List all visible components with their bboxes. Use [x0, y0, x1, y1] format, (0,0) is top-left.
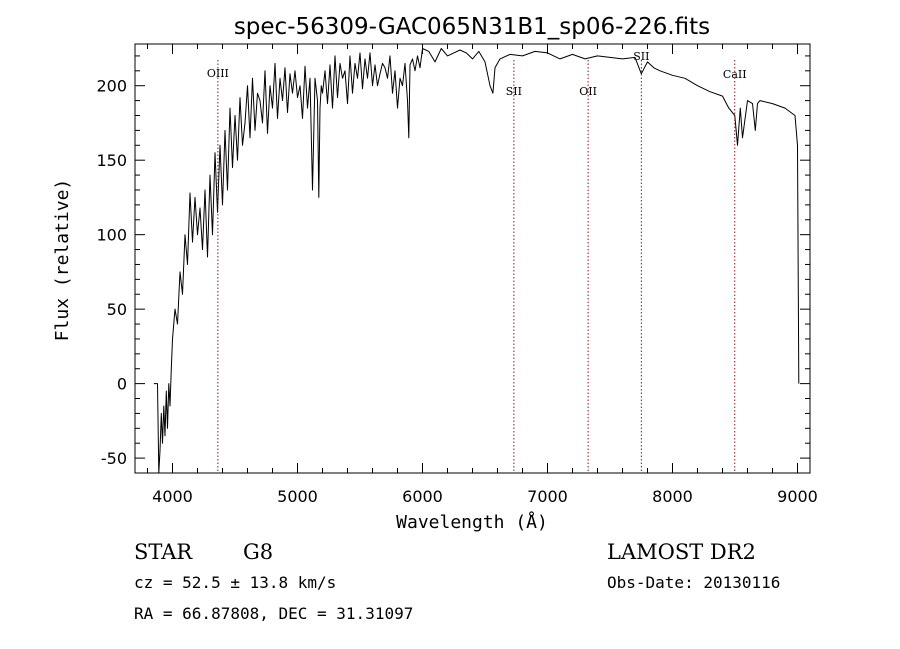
- x-tick-label-0: 4000: [152, 487, 193, 506]
- line-marker-label-3: SII: [633, 50, 649, 63]
- plot-frame: [134, 43, 811, 474]
- y-tick-label-3: 100: [96, 226, 127, 245]
- y-tick-label-2: 50: [107, 300, 127, 319]
- object-subclass: G8: [243, 540, 273, 564]
- x-tick-label-3: 7000: [527, 487, 568, 506]
- line-marker-label-4: CaII: [723, 68, 747, 81]
- x-tick-label-1: 5000: [277, 487, 318, 506]
- object-class: STAR: [134, 540, 193, 564]
- redshift-cz: cz = 52.5 ± 13.8 km/s: [134, 573, 336, 592]
- spectrum-layer: [153, 48, 800, 474]
- info-block: STAR G8 cz = 52.5 ± 13.8 km/s RA = 66.87…: [134, 540, 780, 623]
- x-tick-label-4: 8000: [652, 487, 693, 506]
- chart-title: spec-56309-GAC065N31B1_sp06-226.fits: [234, 14, 710, 40]
- survey-name: LAMOST DR2: [607, 540, 756, 564]
- y-tick-label-0: -50: [101, 449, 127, 468]
- y-axis-label: Flux (relative): [52, 179, 73, 342]
- y-tick-label-5: 200: [96, 77, 127, 96]
- coordinates: RA = 66.87808, DEC = 31.31097: [134, 604, 413, 623]
- x-tick-label-2: 6000: [402, 487, 443, 506]
- y-tick-label-1: 0: [117, 375, 127, 394]
- spectrum-line-0: [153, 48, 800, 474]
- x-axis-label: Wavelength (Å): [396, 511, 548, 533]
- x-tick-label-5: 9000: [777, 487, 818, 506]
- axes: 4000 5000 6000 7000 8000 9000 -50 0 50 100 150 200: [96, 44, 818, 506]
- y-tick-label-4: 150: [96, 151, 127, 170]
- observation-date: Obs-Date: 20130116: [607, 573, 780, 592]
- line-markers: OIII SII OII SII CaII: [207, 50, 747, 473]
- line-marker-label-0: OIII: [207, 67, 229, 80]
- line-marker-label-2: OII: [579, 85, 597, 98]
- line-marker-label-1: SII: [506, 85, 522, 98]
